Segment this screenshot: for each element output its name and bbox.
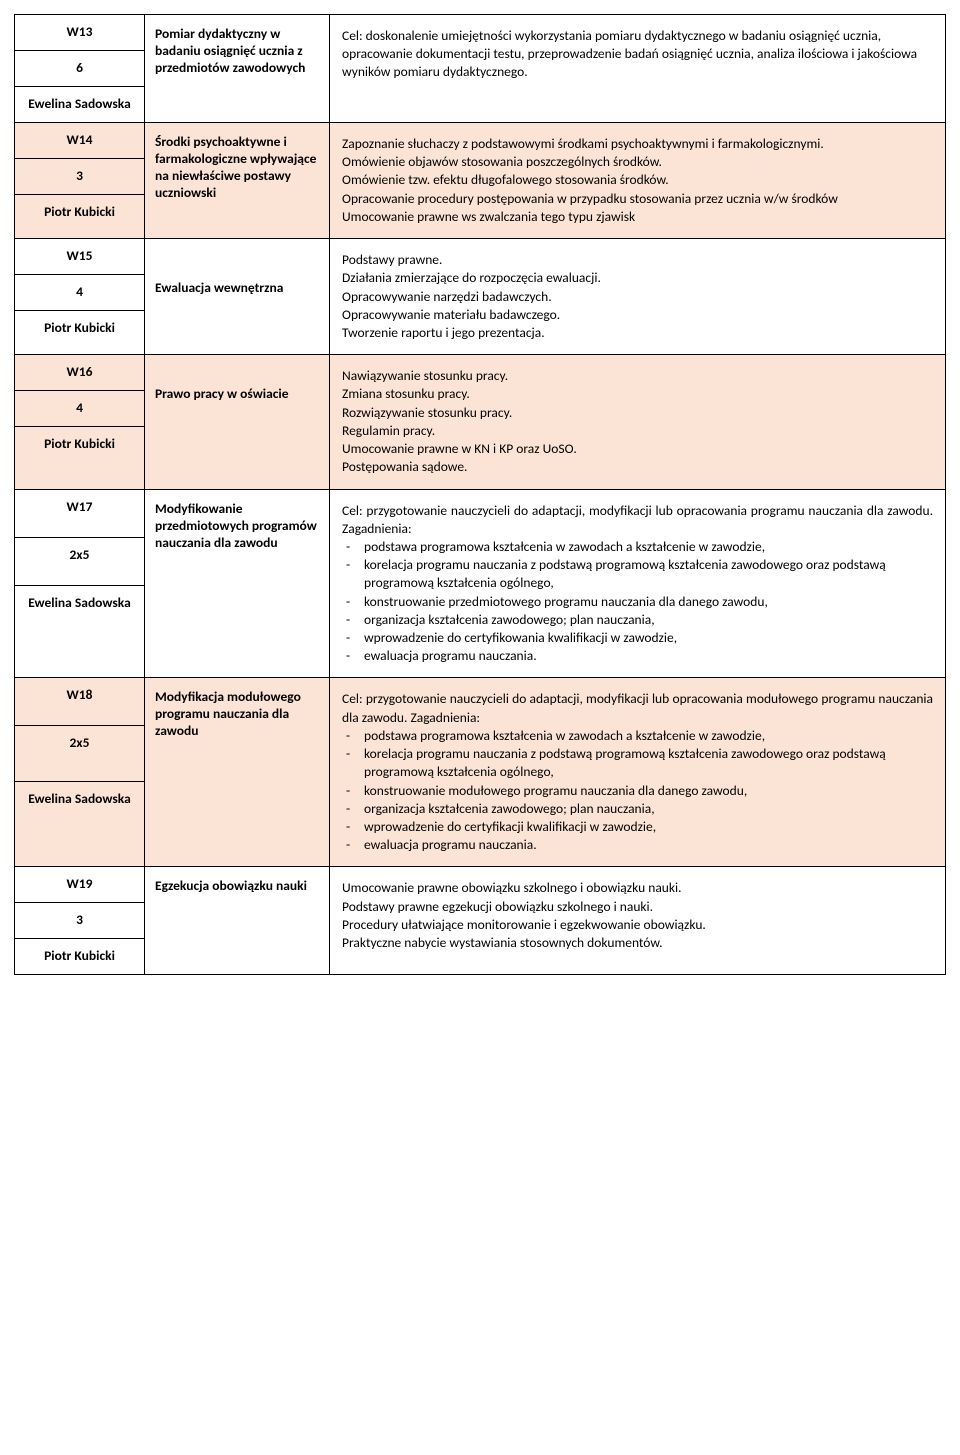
course-code: W18 xyxy=(15,678,144,726)
left-cell: W15 4 Piotr Kubicki xyxy=(15,239,145,355)
course-title: Modyfikacja modułowego programu nauczani… xyxy=(145,678,329,749)
desc-bullet: ewaluacja programu nauczania. xyxy=(364,647,933,665)
desc-line: Regulamin pracy. xyxy=(342,422,933,440)
course-code: W19 xyxy=(15,867,144,903)
desc-bullet: korelacja programu nauczania z podstawą … xyxy=(364,745,933,781)
desc-line: Opracowanie procedury postępowania w prz… xyxy=(342,190,933,208)
course-person: Ewelina Sadowska xyxy=(15,782,144,817)
course-title: Ewaluacja wewnętrzna xyxy=(145,239,329,306)
mid-cell: Prawo pracy w oświacie xyxy=(145,355,330,489)
course-hours: 2x5 xyxy=(15,538,144,586)
desc-bullet: ewaluacja programu nauczania. xyxy=(364,836,933,854)
mid-cell: Środki psychoaktywne i farmakologiczne w… xyxy=(145,123,330,239)
left-cell: W18 2x5 Ewelina Sadowska xyxy=(15,678,145,867)
course-person: Piotr Kubicki xyxy=(15,311,144,346)
left-cell: W14 3 Piotr Kubicki xyxy=(15,123,145,239)
course-person: Ewelina Sadowska xyxy=(15,586,144,621)
desc-bullet: podstawa programowa kształcenia w zawoda… xyxy=(364,538,933,556)
course-title: Prawo pracy w oświacie xyxy=(145,355,329,412)
desc-bullet: organizacja kształcenia zawodowego; plan… xyxy=(364,611,933,629)
desc-bullet: wprowadzenie do certyfikacji kwalifikacj… xyxy=(364,818,933,836)
desc-line: Zapoznanie słuchaczy z podstawowymi środ… xyxy=(342,135,933,153)
desc-bullet: podstawa programowa kształcenia w zawoda… xyxy=(364,727,933,745)
mid-cell: Modyfikacja modułowego programu nauczani… xyxy=(145,678,330,867)
course-code: W15 xyxy=(15,239,144,275)
course-code: W14 xyxy=(15,123,144,159)
left-cell: W13 6 Ewelina Sadowska xyxy=(15,15,145,123)
course-code: W17 xyxy=(15,490,144,538)
desc-line: Zmiana stosunku pracy. xyxy=(342,385,933,403)
desc-list: podstawa programowa kształcenia w zawoda… xyxy=(342,538,933,666)
desc-list: podstawa programowa kształcenia w zawoda… xyxy=(342,727,933,855)
desc-line: Opracowywanie narzędzi badawczych. xyxy=(342,288,933,306)
desc-intro: Cel: przygotowanie nauczycieli do adapta… xyxy=(342,690,933,726)
desc-line: Podstawy prawne. xyxy=(342,251,933,269)
desc-intro: Cel: przygotowanie nauczycieli do adapta… xyxy=(342,502,933,538)
desc-cell: Nawiązywanie stosunku pracy. Zmiana stos… xyxy=(330,355,946,489)
desc-cell: Podstawy prawne. Działania zmierzające d… xyxy=(330,239,946,355)
desc-cell: Cel: przygotowanie nauczycieli do adapta… xyxy=(330,678,946,867)
mid-cell: Ewaluacja wewnętrzna xyxy=(145,239,330,355)
desc-bullet: korelacja programu nauczania z podstawą … xyxy=(364,556,933,592)
desc-line: Umocowanie prawne w KN i KP oraz UoSO. xyxy=(342,440,933,458)
desc-bullet: konstruowanie przedmiotowego programu na… xyxy=(364,593,933,611)
course-person: Piotr Kubicki xyxy=(15,427,144,462)
course-title: Modyfikowanie przedmiotowych programów n… xyxy=(145,490,329,561)
course-person: Piotr Kubicki xyxy=(15,939,144,974)
desc-line: Tworzenie raportu i jego prezentacja. xyxy=(342,324,933,342)
course-hours: 6 xyxy=(15,51,144,87)
mid-cell: Egzekucja obowiązku nauki xyxy=(145,867,330,975)
mid-cell: Pomiar dydaktyczny w badaniu osiągnięć u… xyxy=(145,15,330,123)
desc-line: Rozwiązywanie stosunku pracy. xyxy=(342,404,933,422)
course-hours: 4 xyxy=(15,275,144,311)
course-title: Egzekucja obowiązku nauki xyxy=(145,867,329,904)
course-hours: 3 xyxy=(15,903,144,939)
desc-line: Opracowywanie materiału badawczego. xyxy=(342,306,933,324)
course-title: Pomiar dydaktyczny w badaniu osiągnięć u… xyxy=(145,15,329,86)
course-title: Środki psychoaktywne i farmakologiczne w… xyxy=(145,123,329,211)
course-table: W13 6 Ewelina Sadowska Pomiar dydaktyczn… xyxy=(14,14,946,975)
desc-cell: Cel: przygotowanie nauczycieli do adapta… xyxy=(330,489,946,678)
course-person: Ewelina Sadowska xyxy=(15,87,144,122)
mid-cell: Modyfikowanie przedmiotowych programów n… xyxy=(145,489,330,678)
course-person: Piotr Kubicki xyxy=(15,195,144,230)
desc-cell: Zapoznanie słuchaczy z podstawowymi środ… xyxy=(330,123,946,239)
course-hours: 2x5 xyxy=(15,726,144,782)
course-code: W13 xyxy=(15,15,144,51)
desc-cell: Cel: doskonalenie umiejętności wykorzyst… xyxy=(330,15,946,123)
course-hours: 3 xyxy=(15,159,144,195)
left-cell: W16 4 Piotr Kubicki xyxy=(15,355,145,489)
desc-line: Praktyczne nabycie wystawiania stosownyc… xyxy=(342,934,933,952)
desc-cell: Umocowanie prawne obowiązku szkolnego i … xyxy=(330,867,946,975)
desc-bullet: wprowadzenie do certyfikowania kwalifika… xyxy=(364,629,933,647)
desc-line: Nawiązywanie stosunku pracy. xyxy=(342,367,933,385)
desc-line: Omówienie tzw. efektu długofalowego stos… xyxy=(342,171,933,189)
desc-line: Omówienie objawów stosowania poszczególn… xyxy=(342,153,933,171)
desc-bullet: konstruowanie modułowego programu naucza… xyxy=(364,782,933,800)
desc-line: Cel: doskonalenie umiejętności wykorzyst… xyxy=(342,27,933,82)
course-code: W16 xyxy=(15,355,144,391)
left-cell: W17 2x5 Ewelina Sadowska xyxy=(15,489,145,678)
course-hours: 4 xyxy=(15,391,144,427)
desc-line: Postępowania sądowe. xyxy=(342,458,933,476)
desc-line: Działania zmierzające do rozpoczęcia ewa… xyxy=(342,269,933,287)
desc-bullet: organizacja kształcenia zawodowego; plan… xyxy=(364,800,933,818)
desc-line: Procedury ułatwiające monitorowanie i eg… xyxy=(342,916,933,934)
left-cell: W19 3 Piotr Kubicki xyxy=(15,867,145,975)
desc-line: Umocowanie prawne ws zwalczania tego typ… xyxy=(342,208,933,226)
desc-line: Umocowanie prawne obowiązku szkolnego i … xyxy=(342,879,933,897)
desc-line: Podstawy prawne egzekucji obowiązku szko… xyxy=(342,898,933,916)
